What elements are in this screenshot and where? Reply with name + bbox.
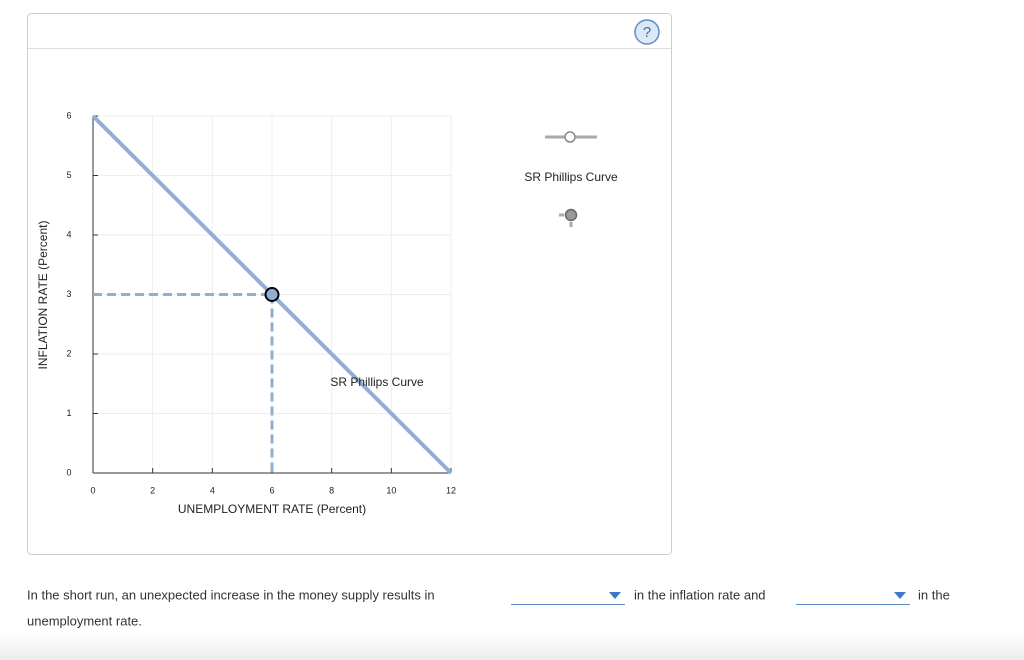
y-axis-label: INFLATION RATE (Percent)	[36, 221, 50, 370]
bottom-fade	[0, 630, 1024, 660]
point-tool-icon[interactable]	[564, 208, 578, 222]
x-tick-label: 6	[269, 485, 274, 495]
x-tick-label: 0	[90, 485, 95, 495]
x-tick-label: 12	[446, 485, 456, 495]
dropdown-1-arrow[interactable]	[609, 592, 621, 599]
y-tick-label: 6	[66, 110, 71, 120]
dropdown-2-arrow[interactable]	[894, 592, 906, 599]
y-tick-label: 0	[66, 467, 71, 477]
question-text: In the short run, an unexpected increase…	[27, 587, 435, 602]
x-axis-label: UNEMPLOYMENT RATE (Percent)	[178, 502, 366, 516]
question-text: in the	[918, 587, 950, 602]
legend-label[interactable]: SR Phillips Curve	[524, 170, 618, 184]
y-tick-label: 2	[66, 348, 71, 358]
x-tick-label: 10	[386, 485, 396, 495]
question-text: in the inflation rate and	[634, 587, 766, 602]
help-button[interactable]	[634, 19, 660, 45]
y-tick-label: 5	[66, 170, 71, 180]
curve-annotation: SR Phillips Curve	[330, 375, 424, 389]
y-tick-label: 1	[66, 408, 71, 418]
x-tick-label: 2	[150, 485, 155, 495]
x-tick-label: 8	[329, 485, 334, 495]
x-tick-label: 4	[210, 485, 215, 495]
y-tick-label: 3	[66, 289, 71, 299]
y-tick-label: 4	[66, 229, 71, 239]
legend-line-icon-point[interactable]	[564, 131, 576, 143]
graph-panel	[27, 13, 672, 555]
data-point	[264, 287, 280, 302]
help-icon[interactable]: ?	[643, 24, 651, 41]
question-text: unemployment rate.	[27, 613, 142, 628]
